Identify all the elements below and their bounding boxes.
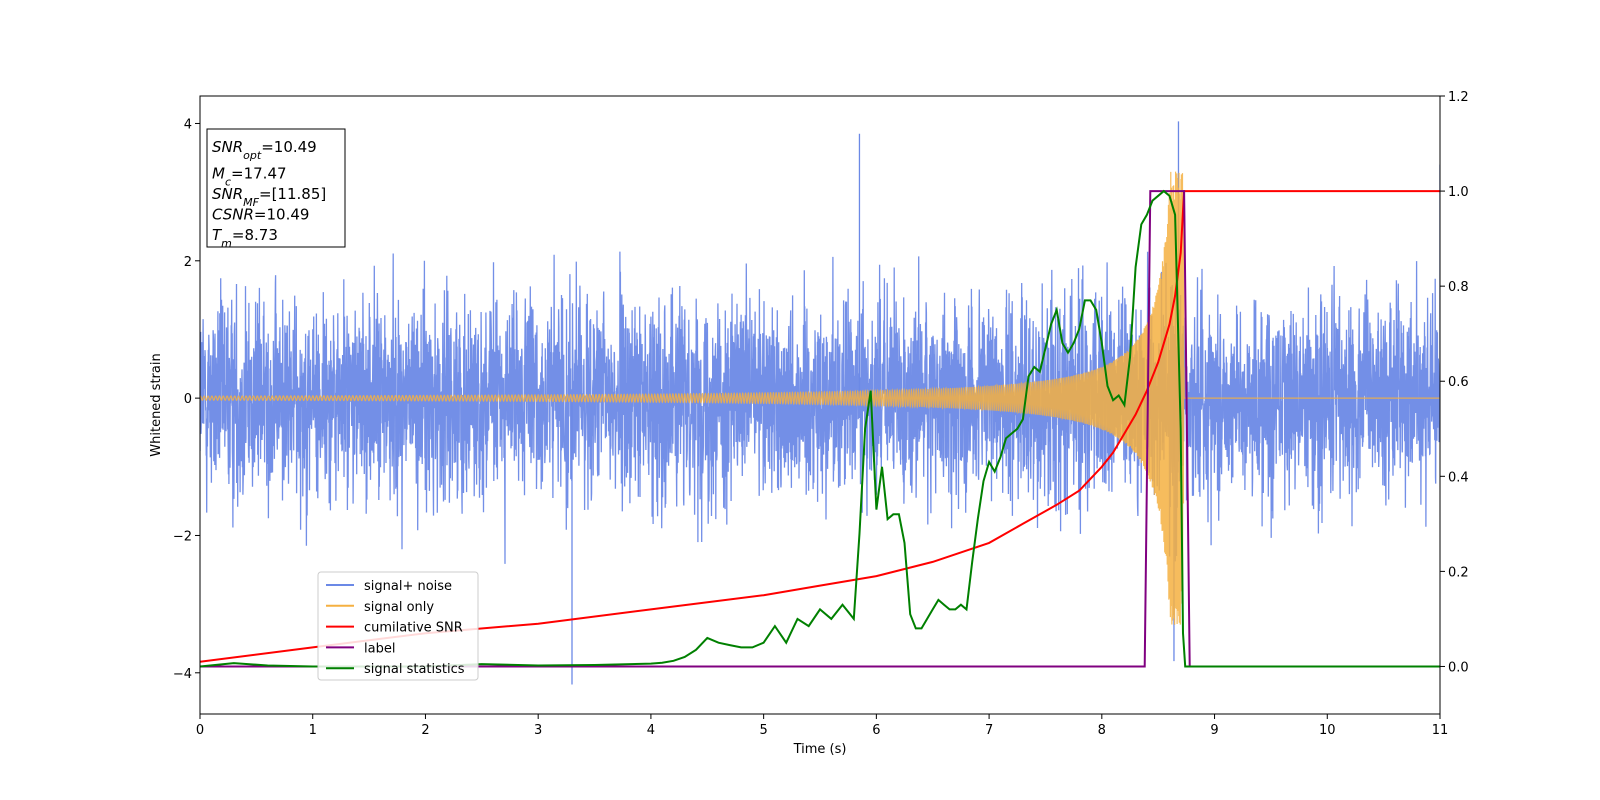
y2-tick-label: 1.2 [1448,90,1469,105]
x-tick-label: 6 [872,723,880,738]
info-box-line: SNRMF=[11.85] [212,185,326,209]
y2-tick-label: 0.4 [1448,470,1469,485]
info-box: SNRopt=10.49 Mc=17.47SNRMF=[11.85]CSNR=10… [206,128,346,250]
x-tick-label: 1 [309,723,317,738]
y2-tick-label: 0.0 [1448,660,1469,675]
x-tick-label: 10 [1319,723,1336,738]
x-tick-label: 7 [985,723,993,738]
x-tick-label: 0 [196,723,204,738]
x-tick-label: 2 [421,723,429,738]
legend-frame [317,571,479,681]
x-tick-label: 5 [759,723,767,738]
plot-frame [199,95,1441,715]
x-axis-title: Time (s) [793,742,847,757]
info-box-line: Mc=17.47 [212,165,287,189]
y-tick-label: −4 [173,667,192,682]
x-tick-label: 3 [534,723,542,738]
y2-tick-label: 0.8 [1448,280,1469,295]
x-axis: 0 1 2 3 4 5 6 7 8 9 10 11 [196,714,1448,738]
legend-label: cumilative SNR [364,621,463,636]
y-tick-label: 4 [184,117,192,132]
x-tick-label: 11 [1432,723,1449,738]
info-box-line: SNRopt=10.49 [212,138,317,162]
legend: signal+ noise signal only cumilative SNR la… [317,571,479,681]
series-cumilative-snr-line [200,190,1440,663]
info-box-line: Tm=8.73 [212,226,278,250]
x-tick-label: 8 [1098,723,1106,738]
info-box-frame [206,128,346,248]
x-tick-label: 9 [1210,723,1218,738]
y2-tick-label: 1.0 [1448,185,1469,200]
plot-area [199,95,1441,715]
legend-label: signal+ noise [364,579,452,594]
y2-tick-label: 0.6 [1448,375,1469,390]
x-tick-label: 4 [647,723,655,738]
y-tick-label: 2 [184,255,192,270]
y-tick-label: 0 [184,392,192,407]
y-axis-right: 0.0 0.2 0.4 0.6 0.8 1.0 1.2 [1440,90,1469,675]
y2-tick-label: 0.2 [1448,565,1469,580]
series-signal-statistics-line [200,189,1440,668]
legend-label: signal statistics [364,662,465,677]
y-axis-title: Whitened strain [149,353,164,456]
legend-label: label [364,641,395,656]
info-box-line: CSNR=10.49 [212,206,309,224]
series-signal-only-line [200,171,1440,625]
y-axis-left: −4 −2 0 2 4 [173,117,200,682]
legend-label: signal only [364,600,434,615]
y-tick-label: −2 [173,529,192,544]
